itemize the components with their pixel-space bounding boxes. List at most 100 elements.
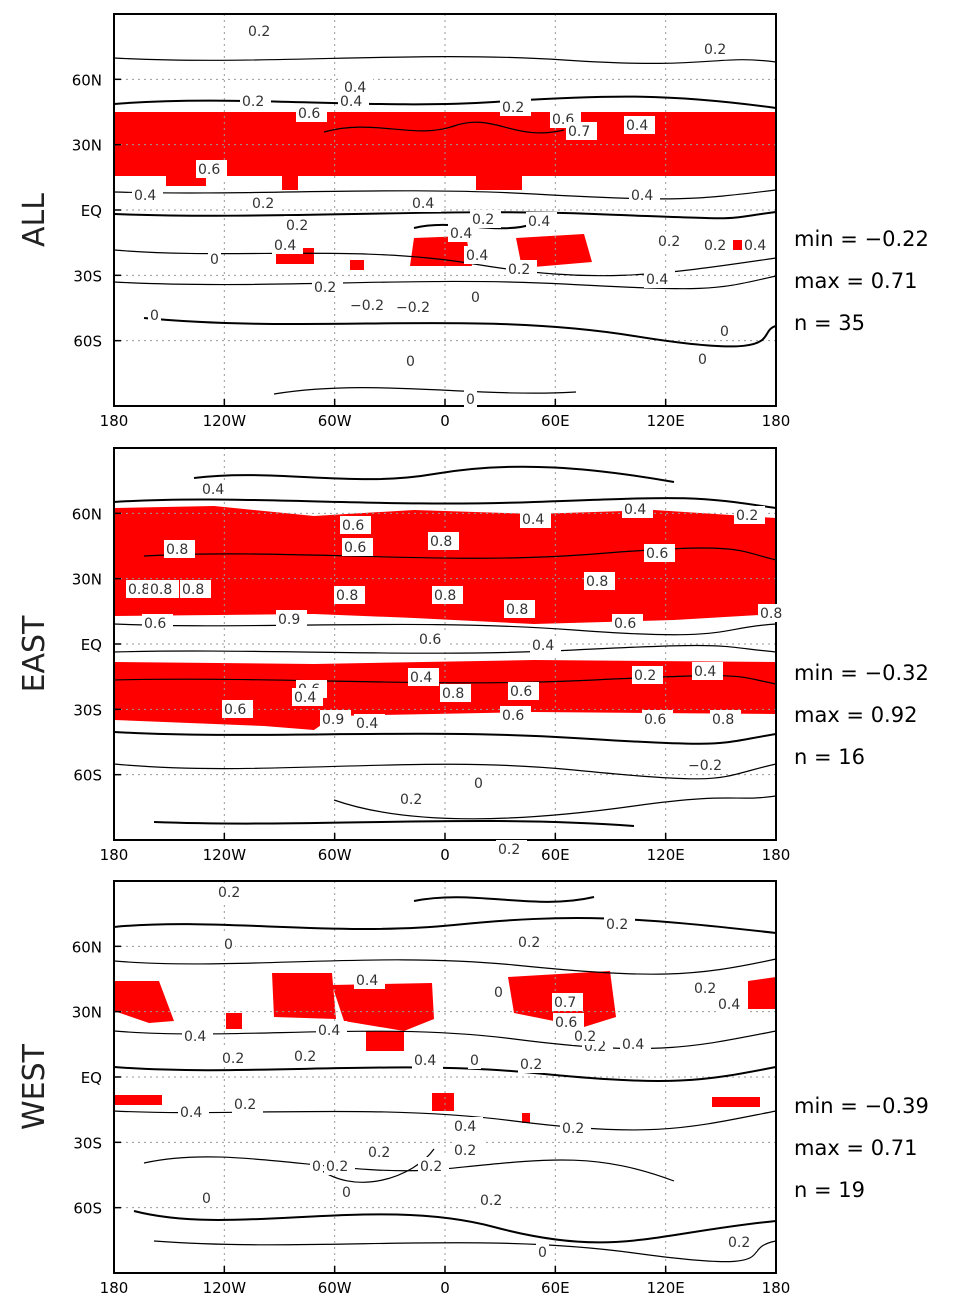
map-panel-east: 0.40.6 0.40.4 0.20.8 0.6 0.80.80.60.8 0.80.8 0… [17,447,929,864]
contour-label-bg [196,160,227,178]
contour-label: 0.4 [414,1053,436,1069]
lon-tick-label: 180 [100,1279,129,1297]
contour-label-bg [696,350,709,368]
contour-line [113,958,777,975]
lon-tick-label: 60E [541,412,570,430]
contour-label-bg [418,1157,449,1175]
contour-label: 0.6 [342,518,364,534]
contour-label-bg [506,260,537,278]
contour-label: 0 [494,985,503,1001]
contour-line [113,731,777,745]
contour-label-bg [448,224,479,242]
contour-label: 0.2 [518,935,540,951]
contour-label: 0.4 [412,196,434,212]
contour-line [273,387,577,395]
contour-label-bg [464,246,495,264]
contour-line [113,189,777,200]
stat-n: n = 19 [794,1178,865,1202]
contour-label-bg [432,586,463,604]
contour-line [113,763,777,780]
contour-line [113,1066,777,1082]
contour-label-bg [572,1027,603,1045]
contour-label: 0 [342,1185,351,1201]
contour-label: 0.2 [658,234,680,250]
contour-label: 0 [150,308,159,324]
lat-tick-label: 30N [72,137,102,155]
lon-tick-label: 180 [762,412,791,430]
contour-label: 0.2 [400,792,422,808]
contour-label: 0.2 [218,885,240,901]
contour-label: 0.6 [555,1015,577,1031]
contour-label-bg [142,614,173,632]
contour-label-bg [398,790,429,808]
lon-tick-label: 180 [762,1279,791,1297]
contour-label: 0.8 [760,606,782,622]
contour-label: 0.4 [718,997,740,1013]
contour-label: −0.2 [350,298,384,314]
shaded-region [516,234,592,268]
contour-label-bg [470,210,501,228]
contour-line [113,917,777,934]
contour-label-bg [338,92,369,110]
contour-label-bg [686,756,726,774]
contour-label-bg [284,216,315,234]
lat-tick-label: 60S [73,333,102,351]
contour-label-bg [718,322,731,340]
contour-label: 0.4 [356,973,378,989]
contour-label-bg [410,194,441,212]
contour-label: 0.6 [298,106,320,122]
shaded-region [272,973,336,1019]
lon-tick-label: 120W [203,412,247,430]
shaded-region [410,236,472,266]
contour-label-bg [366,1143,397,1161]
contour-label-bg [417,630,448,648]
shaded-region [476,166,522,190]
lat-tick-label: 30N [72,1004,102,1022]
contour-line [113,675,777,685]
contour-label: 0 [202,1191,211,1207]
contour-label: 0.4 [454,1119,476,1135]
lon-tick-label: 120E [647,846,685,864]
contour-label-bg [246,22,277,40]
contour-label-bg [530,636,561,654]
contour-label-bg [629,186,660,204]
contour-label-bg [472,774,485,792]
contour-label: 0.2 [574,1029,596,1045]
contour-label-bg [560,1119,591,1137]
shaded-region [226,1013,242,1029]
contour-label: 0.2 [368,1145,390,1161]
contour-label: 0.6 [144,616,166,632]
contour-label: 0.4 [624,502,646,518]
contour-label-bg [520,510,551,528]
contour-label: 0.6 [644,712,666,728]
contour-label: 0.4 [318,1023,340,1039]
shaded-region [114,506,776,624]
contour-label: 0 [210,252,219,268]
contour-label: 0.4 [274,238,296,254]
contour-label: 0.8 [336,588,358,604]
contour-label-bg [504,600,535,618]
contour-label-bg [354,714,385,732]
contour-label-bg [496,840,527,858]
contour-line [113,56,777,65]
contour-label-bg [340,516,371,534]
shaded-region [712,1097,760,1107]
contour-label-bg [240,92,271,110]
contour-label: 0.2 [248,24,270,40]
contour-label: 0 [720,324,729,340]
contour-label-bg [200,1189,213,1207]
contour-label-bg [526,212,557,230]
contour-label-bg [702,236,733,254]
stat-min: min = −0.39 [794,1094,929,1118]
contour-label-bg [148,580,179,598]
contour-line [323,121,565,134]
lon-tick-label: 60W [318,412,352,430]
contour-label-bg [518,1055,549,1073]
contour-label: 0.4 [694,664,716,680]
contour-label: 0.2 [634,668,656,684]
contour-label-bg [612,614,643,632]
contour-label-bg [620,1035,651,1053]
contour-label: 0.9 [322,712,344,728]
lon-tick-label: 180 [100,412,129,430]
contour-label: 0.4 [528,214,550,230]
